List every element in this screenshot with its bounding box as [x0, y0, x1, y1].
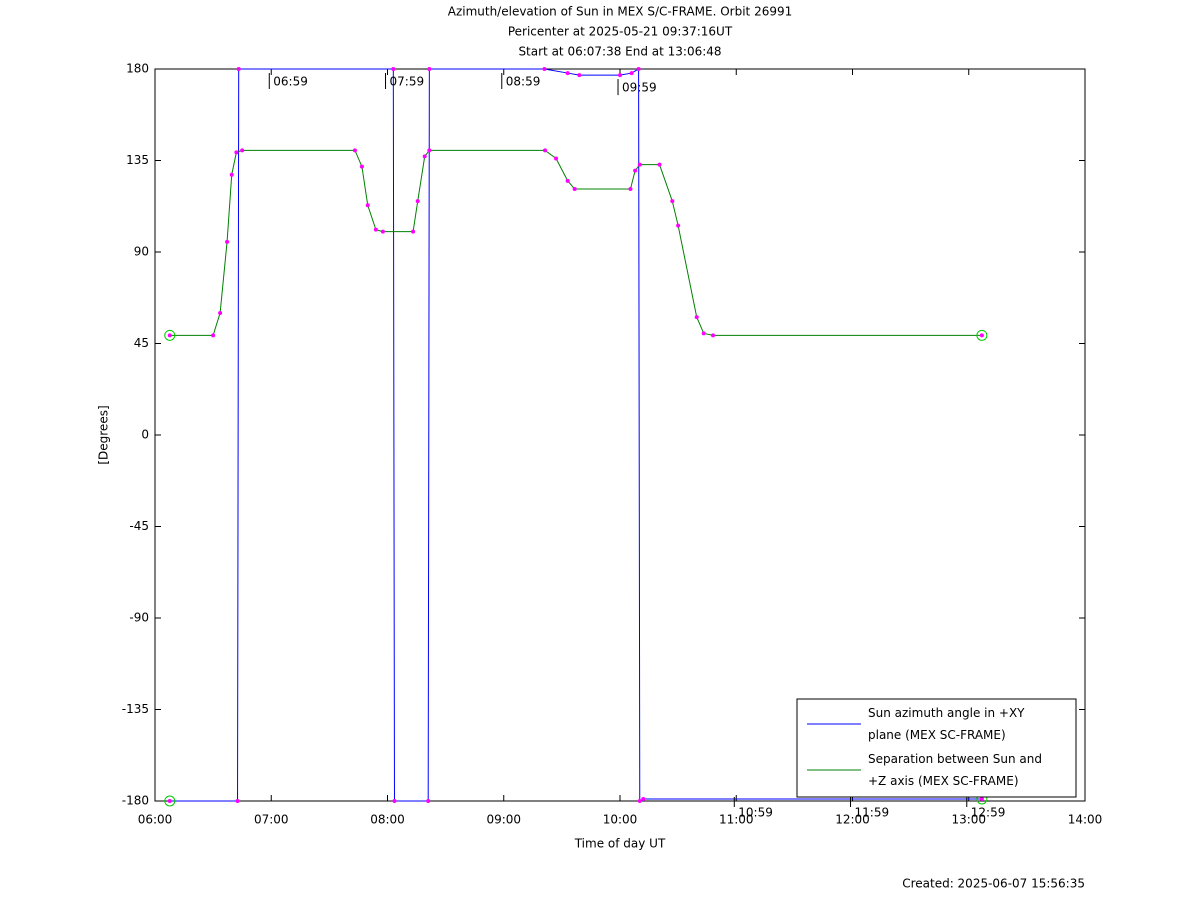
data-point — [641, 796, 646, 801]
data-point — [365, 203, 370, 208]
data-point — [235, 799, 240, 803]
data-point — [628, 186, 633, 191]
data-point — [577, 73, 582, 78]
legend-label: Sun azimuth angle in +XY plane (MEX SC-FR… — [868, 706, 1025, 742]
data-point — [427, 67, 432, 71]
legend-box — [796, 698, 1077, 798]
data-point — [391, 67, 396, 71]
y-tick-label: 0 — [141, 428, 149, 442]
y-axis-label: [Degrees] — [97, 405, 111, 464]
data-point — [633, 168, 638, 173]
data-point — [542, 67, 547, 71]
data-point — [572, 186, 577, 191]
y-tick-label: -180 — [122, 794, 149, 808]
x-tick-label: 07:00 — [254, 813, 289, 827]
data-point — [637, 162, 642, 167]
data-point — [352, 148, 357, 153]
data-point — [415, 199, 420, 204]
x-tick-label: 10:00 — [603, 813, 638, 827]
data-point — [380, 229, 385, 234]
annotation-label: 07:59 — [390, 75, 425, 89]
endpoint-marker — [164, 329, 176, 341]
annotation-label: 11:59 — [855, 806, 890, 820]
data-point — [629, 71, 634, 76]
data-point — [411, 229, 416, 234]
data-point — [167, 799, 172, 803]
endpoint-marker — [976, 329, 988, 341]
data-point — [554, 156, 559, 161]
annotation-label: 06:59 — [273, 75, 308, 89]
x-tick-label: 14:00 — [1068, 813, 1103, 827]
annotation-label: 09:59 — [622, 81, 657, 95]
data-point — [218, 311, 223, 315]
data-point — [637, 799, 642, 803]
data-point — [167, 333, 172, 338]
data-point — [565, 178, 570, 183]
annotation-label: 10:59 — [738, 806, 773, 820]
footer: Created: 2025-06-07 15:56:35 — [902, 877, 1085, 891]
annotation-label: 08:59 — [506, 75, 541, 89]
y-tick-label: -45 — [129, 519, 149, 533]
y-tick-label: 90 — [134, 245, 149, 259]
x-tick-label: 12:00 — [835, 813, 870, 827]
data-point — [543, 148, 548, 153]
data-point — [636, 67, 641, 71]
data-point — [670, 199, 675, 204]
x-tick-label: 09:00 — [486, 813, 521, 827]
data-point — [657, 162, 662, 167]
data-point — [565, 71, 570, 76]
legend-label: Separation between Sun and +Z axis (MEX S… — [868, 752, 1042, 788]
data-point — [711, 333, 715, 338]
x-axis-label: Time of day UT — [574, 837, 666, 851]
y-tick-label: 135 — [126, 153, 149, 167]
data-point — [618, 73, 622, 78]
data-point — [225, 239, 230, 244]
series-line — [169, 68, 982, 802]
data-point — [240, 148, 245, 153]
chart-subtitle: Pericenter at 2025-05-21 09:37:16UT — [508, 25, 733, 39]
x-tick-label: 08:00 — [370, 813, 405, 827]
data-point — [701, 331, 706, 336]
data-point — [676, 223, 681, 228]
data-point — [694, 315, 699, 320]
data-point — [427, 148, 432, 153]
data-point — [234, 150, 239, 155]
endpoint-marker — [164, 795, 176, 807]
data-point — [979, 796, 984, 801]
y-tick-label: -135 — [122, 702, 149, 716]
y-tick-label: 180 — [126, 62, 149, 76]
data-point — [359, 164, 364, 169]
data-point — [373, 227, 378, 232]
y-tick-label: 45 — [134, 336, 149, 350]
data-point — [422, 154, 427, 159]
x-tick-label: 06:00 — [138, 813, 173, 827]
data-point — [236, 67, 241, 71]
data-point — [211, 333, 216, 338]
data-point — [229, 172, 234, 177]
data-point — [426, 799, 431, 803]
series-line — [169, 149, 982, 336]
data-point — [979, 333, 984, 338]
annotation-label: 12:59 — [971, 806, 1006, 820]
x-tick-label: 11:00 — [719, 813, 754, 827]
chart-subtitle: Start at 06:07:38 End at 13:06:48 — [518, 45, 721, 59]
data-point — [392, 799, 397, 803]
x-tick-label: 13:00 — [951, 813, 986, 827]
chart-title: Azimuth/elevation of Sun in MEX S/C-FRAM… — [448, 5, 793, 19]
y-tick-label: -90 — [129, 611, 149, 625]
